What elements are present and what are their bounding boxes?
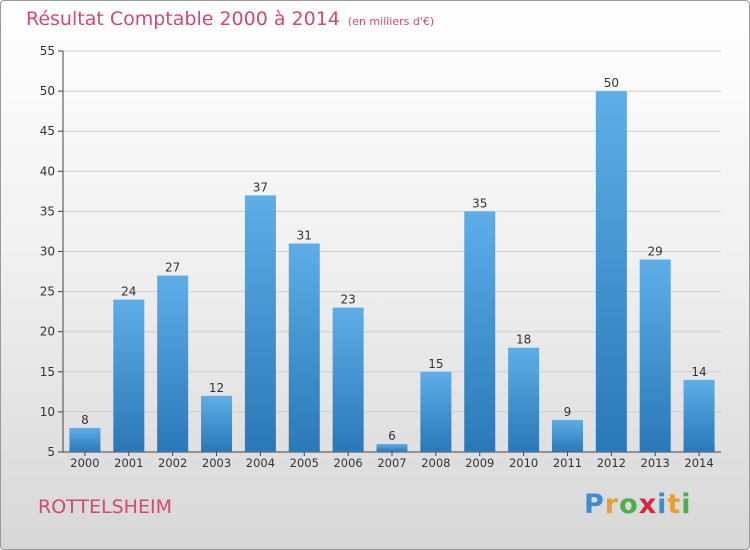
bar (157, 275, 189, 452)
logo-letter: t (667, 489, 682, 520)
data-label: 35 (472, 196, 487, 210)
x-tick-label: 2000 (70, 456, 99, 470)
logo-letter: i (657, 489, 668, 520)
y-tick-label: 20 (40, 325, 55, 339)
bar (683, 379, 715, 452)
bar (332, 307, 364, 452)
commune-name: ROTTELSHEIM (38, 496, 172, 518)
proxiti-logo: Proxiti (584, 489, 692, 520)
data-label: 12 (209, 381, 224, 395)
bar (201, 395, 233, 452)
y-tick-label: 45 (40, 124, 55, 138)
y-tick-label: 10 (40, 405, 55, 419)
chart-title: Résultat Comptable 2000 à 2014 (en millie… (26, 8, 434, 30)
logo-letter: i (681, 489, 692, 520)
x-tick-label: 2008 (421, 456, 450, 470)
data-label: 24 (121, 285, 136, 299)
y-tick-label: 15 (40, 365, 55, 379)
data-label: 29 (648, 245, 663, 259)
y-tick-label: 35 (40, 204, 55, 218)
data-label: 8 (81, 413, 89, 427)
x-tick-label: 2006 (333, 456, 362, 470)
bar (508, 347, 540, 452)
y-tick-label: 25 (40, 285, 55, 299)
bar (420, 371, 452, 452)
x-tick-label: 2014 (684, 456, 713, 470)
data-label: 50 (604, 76, 619, 90)
x-tick-label: 2001 (114, 456, 143, 470)
x-tick-label: 2005 (290, 456, 319, 470)
data-label: 37 (253, 180, 268, 194)
x-tick-label: 2007 (377, 456, 406, 470)
y-tick-label: 5 (47, 445, 55, 459)
bar (244, 195, 276, 453)
bar (69, 427, 101, 452)
y-tick-label: 30 (40, 245, 55, 259)
x-tick-label: 2004 (246, 456, 275, 470)
data-label: 15 (428, 357, 443, 371)
bar (595, 91, 627, 452)
x-tick-label: 2003 (202, 456, 231, 470)
logo-letter: P (584, 489, 605, 520)
data-label: 14 (691, 365, 706, 379)
bar (288, 243, 320, 452)
title-text: Résultat Comptable 2000 à 2014 (26, 8, 340, 30)
data-label: 6 (388, 429, 396, 443)
data-label: 9 (564, 405, 572, 419)
x-tick-label: 2009 (465, 456, 494, 470)
x-tick-label: 2010 (509, 456, 538, 470)
x-tick-label: 2012 (597, 456, 626, 470)
bar (376, 443, 408, 452)
data-label: 23 (340, 293, 355, 307)
data-label: 31 (297, 228, 312, 242)
x-tick-label: 2011 (553, 456, 582, 470)
bar (639, 259, 671, 452)
data-label: 27 (165, 261, 180, 275)
x-tick-label: 2013 (641, 456, 670, 470)
y-tick-label: 40 (40, 164, 55, 178)
subtitle-text: (en milliers d'€) (347, 15, 435, 28)
bar (464, 211, 496, 452)
y-tick-label: 55 (40, 44, 55, 58)
y-tick-label: 50 (40, 84, 55, 98)
data-label: 18 (516, 333, 531, 347)
logo-letter: o (619, 489, 639, 520)
logo-letter: r (604, 489, 620, 520)
bar (551, 419, 583, 452)
logo-letter: x (638, 489, 658, 520)
bar (113, 299, 145, 452)
x-tick-label: 2002 (158, 456, 187, 470)
